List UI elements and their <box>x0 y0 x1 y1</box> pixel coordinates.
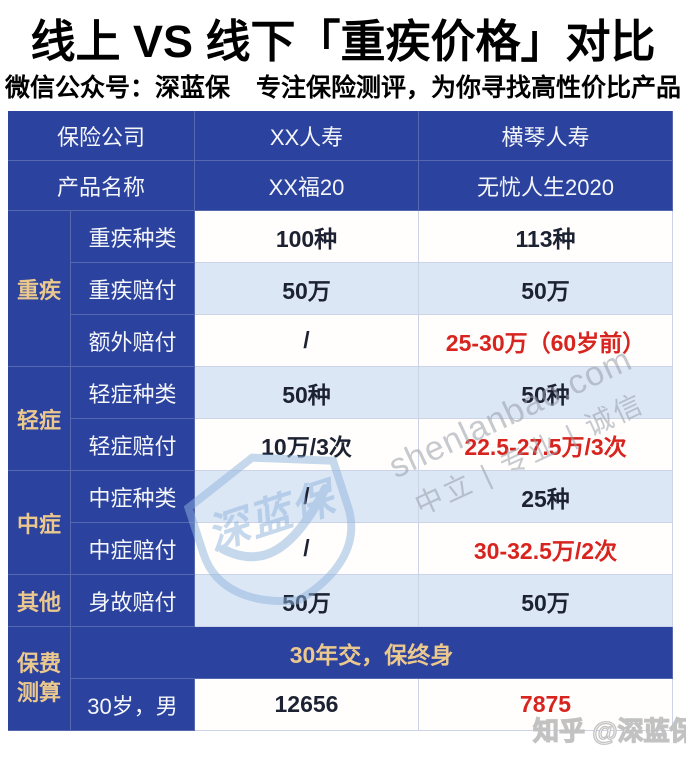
subtitle-slogan: 专注保险测评，为你寻找高性价比产品 <box>256 74 682 102</box>
value-death-payout-2: 50万 <box>419 575 673 627</box>
row-header-product: 产品名称 <box>8 161 195 211</box>
subtitle-account: 微信公众号：深蓝保 <box>4 74 230 102</box>
value-ci-types-2: 113种 <box>419 211 673 263</box>
value-moderate-types-2: 25种 <box>419 471 673 523</box>
page-title: 线上 VS 线下「重疾价格」对比 <box>30 15 656 67</box>
label-ci-payout: 重疾赔付 <box>71 263 195 315</box>
value-moderate-payout-2: 30-32.5万/2次 <box>419 523 673 575</box>
value-ci-payout-1: 50万 <box>195 263 419 315</box>
group-premium: 保费测算 <box>8 627 71 731</box>
label-mild-types: 轻症种类 <box>71 367 195 419</box>
group-other: 其他 <box>8 575 71 627</box>
value-mild-payout-2: 22.5-27.5万/3次 <box>419 419 673 471</box>
label-age-male: 30岁，男 <box>71 679 195 731</box>
label-moderate-types: 中症种类 <box>71 471 195 523</box>
product-col2: 无忧人生2020 <box>419 161 673 211</box>
group-moderate-illness: 中症 <box>8 471 71 575</box>
premium-note: 30年交，保终身 <box>71 627 673 679</box>
value-extra-payout-2: 25-30万（60岁前） <box>419 315 673 367</box>
row-header-company: 保险公司 <box>8 111 195 161</box>
label-extra-payout: 额外赔付 <box>71 315 195 367</box>
group-critical-illness: 重疾 <box>8 211 71 367</box>
value-death-payout-1: 50万 <box>195 575 419 627</box>
label-mild-payout: 轻症赔付 <box>71 419 195 471</box>
value-ci-types-1: 100种 <box>195 211 419 263</box>
label-death-payout: 身故赔付 <box>71 575 195 627</box>
value-mild-types-1: 50种 <box>195 367 419 419</box>
page-subtitle: 微信公众号：深蓝保 专注保险测评，为你寻找高性价比产品 <box>0 70 686 102</box>
value-moderate-types-1: / <box>195 471 419 523</box>
group-mild-illness: 轻症 <box>8 367 71 471</box>
value-premium-2: 7875 <box>419 679 673 731</box>
value-mild-payout-1: 10万/3次 <box>195 419 419 471</box>
value-moderate-payout-1: / <box>195 523 419 575</box>
value-mild-types-2: 50种 <box>419 367 673 419</box>
company-col2: 横琴人寿 <box>419 111 673 161</box>
label-ci-types: 重疾种类 <box>71 211 195 263</box>
value-extra-payout-1: / <box>195 315 419 367</box>
product-col1: XX福20 <box>195 161 419 211</box>
comparison-table: 保险公司 XX人寿 横琴人寿 产品名称 XX福20 无忧人生2020 重疾 轻症… <box>8 111 673 731</box>
company-col1: XX人寿 <box>195 111 419 161</box>
value-premium-1: 12656 <box>195 679 419 731</box>
value-ci-payout-2: 50万 <box>419 263 673 315</box>
label-moderate-payout: 中症赔付 <box>71 523 195 575</box>
